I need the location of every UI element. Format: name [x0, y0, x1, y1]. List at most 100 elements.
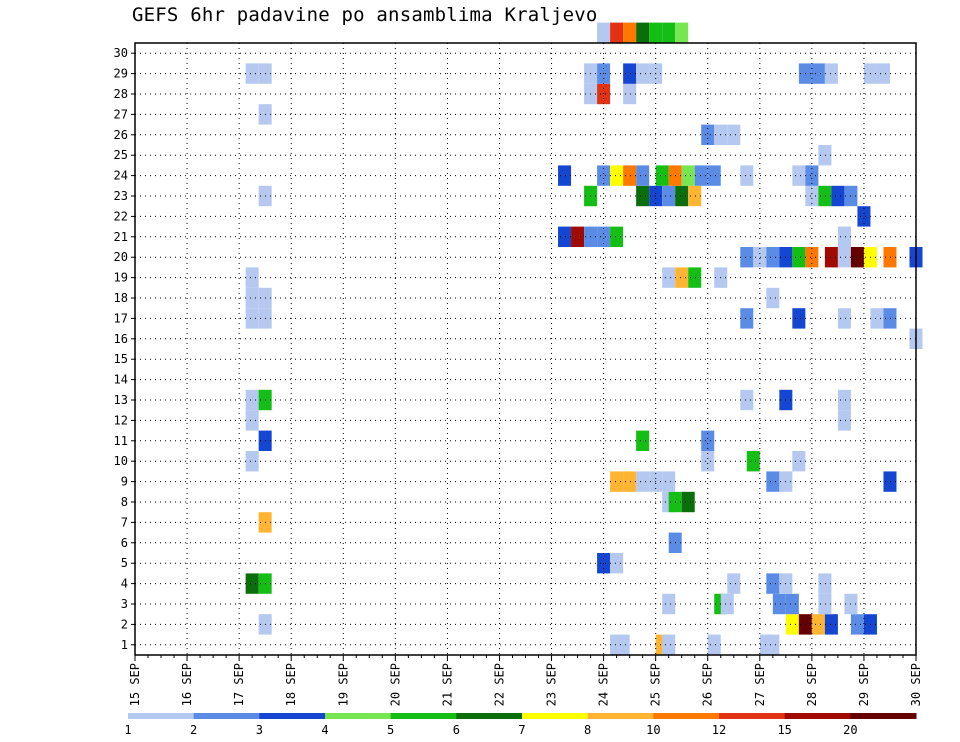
y-tick-label: 4 [121, 577, 128, 591]
heatmap-cell [772, 593, 786, 615]
heatmap-cell [636, 165, 650, 186]
x-tick-label: 24 SEP [597, 663, 611, 706]
heatmap-cell [694, 165, 708, 186]
heatmap-cell [837, 410, 851, 431]
heatmap-cell [597, 165, 611, 186]
heatmap-cell [824, 63, 838, 84]
colorbar-label: 15 [777, 723, 791, 737]
heatmap-cell [824, 247, 838, 268]
colorbar-swatch [784, 713, 851, 719]
heatmap-cell [597, 226, 611, 247]
colorbar-swatch [653, 713, 720, 719]
colorbar-swatch [456, 713, 523, 719]
y-tick-label: 20 [114, 250, 128, 264]
heatmap-cell [675, 22, 689, 43]
y-tick-label: 6 [121, 536, 128, 550]
colorbar-label: 8 [584, 723, 591, 737]
grid-layer [135, 43, 916, 655]
y-tick-label: 11 [114, 434, 128, 448]
heatmap-cell [245, 573, 259, 594]
heatmap-cell [720, 593, 734, 615]
heatmap-cell [701, 451, 715, 472]
y-tick-label: 8 [121, 495, 128, 509]
heatmap-cell [740, 247, 754, 268]
colorbar-swatch [193, 713, 260, 719]
heatmap-cell [662, 22, 676, 43]
colorbar-label: 3 [256, 723, 263, 737]
heatmap-cell [805, 247, 819, 268]
colorbar-swatch [259, 713, 326, 719]
heatmap-cell [662, 593, 676, 615]
colorbar-swatch [325, 713, 392, 719]
y-tick-label: 13 [114, 393, 128, 407]
heatmap-cell [753, 247, 767, 268]
heatmap-cell [245, 267, 259, 288]
x-tick-label: 20 SEP [388, 663, 402, 706]
x-tick-label: 30 SEP [909, 663, 923, 706]
heatmap-cell [636, 471, 650, 492]
y-tick-label: 12 [114, 413, 128, 427]
heatmap-cell [740, 389, 754, 411]
heatmap-cell [766, 573, 780, 594]
heatmap-cell [681, 165, 695, 186]
colorbar-label: 5 [387, 723, 394, 737]
x-tick-label: 29 SEP [857, 663, 871, 706]
heatmap-cell [655, 165, 669, 186]
heatmap-cell [245, 63, 259, 84]
heatmap-cell [623, 471, 637, 492]
y-tick-label: 16 [114, 332, 128, 346]
heatmap-cell [636, 430, 650, 451]
heatmap-cell [792, 165, 806, 186]
heatmap-cell [623, 83, 637, 105]
heatmap-cell [870, 308, 884, 329]
y-tick-label: 23 [114, 189, 128, 203]
heatmap-cell [818, 185, 832, 207]
x-tick-label: 23 SEP [545, 663, 559, 706]
heatmap-cell [707, 634, 721, 655]
y-tick-label: 24 [114, 169, 128, 183]
heatmap-cell [688, 267, 702, 288]
heatmap-cell [876, 63, 890, 84]
colorbar-swatch [522, 713, 589, 719]
y-tick-label: 28 [114, 87, 128, 101]
colorbar-label: 6 [453, 723, 460, 737]
heatmap-cell [792, 308, 806, 329]
heatmap-cell [785, 614, 799, 635]
heatmap-cell [883, 471, 897, 492]
heatmap-cell [245, 410, 259, 431]
y-tick-label: 3 [121, 597, 128, 611]
heatmap-cell [610, 553, 624, 574]
heatmap-cell [558, 226, 572, 247]
heatmap-cell [610, 165, 624, 186]
y-tick-label: 27 [114, 107, 128, 121]
y-tick-label: 2 [121, 617, 128, 631]
heatmap-cell [811, 614, 825, 635]
x-axis: 15 SEP 16 SEP 17 SEP 18 SEP 19 SEP 20 SEP 21 S… [128, 655, 923, 706]
y-tick-label: 9 [121, 475, 128, 489]
heatmap-cell [824, 614, 838, 635]
y-tick-label: 30 [114, 46, 128, 60]
x-tick-label: 21 SEP [440, 663, 454, 706]
heatmap-cell [818, 593, 832, 615]
heatmap-cell [701, 124, 715, 145]
heatmap-cell [850, 247, 864, 268]
y-tick-label: 22 [114, 209, 128, 223]
colorbar-swatch [128, 713, 195, 719]
x-tick-label: 17 SEP [232, 663, 246, 706]
heatmap-cell [610, 226, 624, 247]
heatmap-cell [837, 308, 851, 329]
heatmap-cell [662, 185, 676, 207]
heatmap-cell [636, 185, 650, 207]
heatmap-cell [727, 124, 741, 145]
heatmap-cell [662, 634, 676, 655]
y-tick-label: 15 [114, 352, 128, 366]
heatmap-cell [701, 430, 715, 451]
heatmap-cell [688, 185, 702, 207]
heatmap-cell [597, 22, 611, 43]
heatmap-cell [610, 471, 624, 492]
cells-layer [245, 22, 923, 655]
heatmap-cell [766, 471, 780, 492]
heatmap-cell [766, 634, 780, 655]
heatmap-cell [837, 389, 851, 411]
